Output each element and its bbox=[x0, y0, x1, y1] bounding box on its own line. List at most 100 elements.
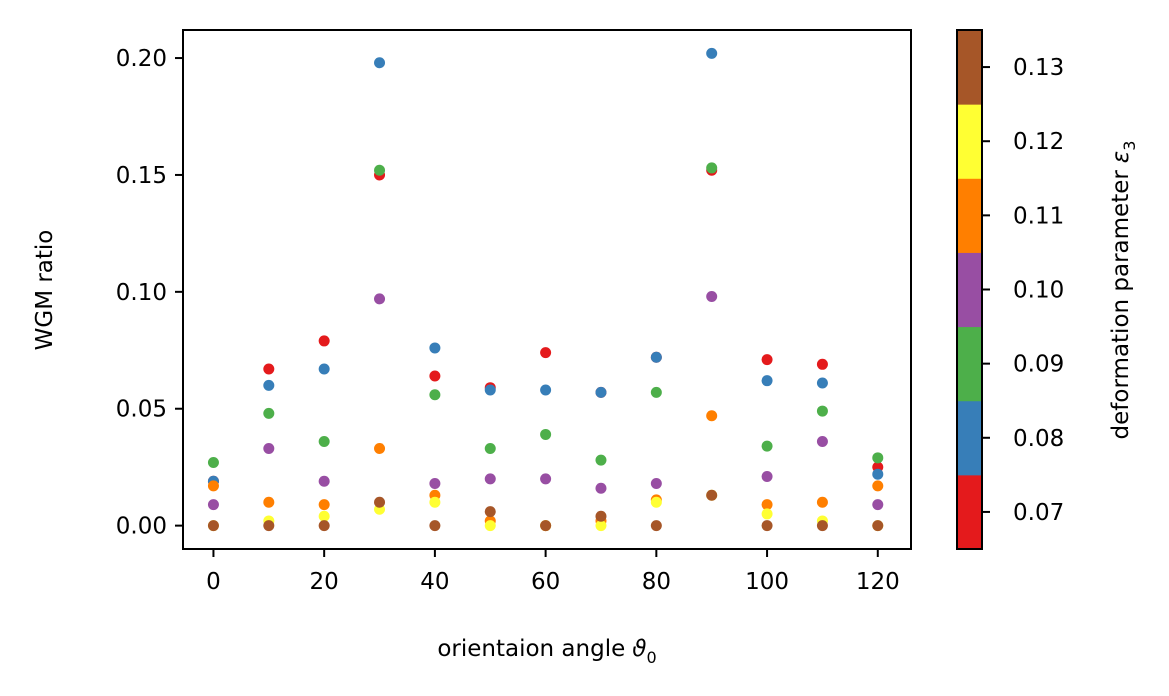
y-tick-label-1: 0.05 bbox=[116, 397, 167, 423]
colorbar-segment-0 bbox=[957, 474, 982, 550]
x-axis-title-subscript: 0 bbox=[646, 648, 656, 667]
data-point-s1-10 bbox=[761, 375, 773, 387]
data-point-s3-5 bbox=[484, 473, 496, 485]
colorbar-tick-label-6: 0.13 bbox=[1013, 55, 1064, 81]
data-point-s3-12 bbox=[872, 499, 884, 511]
data-point-s1-5 bbox=[484, 384, 496, 396]
x-axis-title: orientaion angle ϑ0 bbox=[437, 636, 656, 667]
data-point-s1-1 bbox=[263, 379, 275, 391]
data-point-s1-12 bbox=[872, 468, 884, 480]
data-point-s2-7 bbox=[595, 454, 607, 466]
data-point-s0-11 bbox=[816, 358, 828, 370]
data-point-s0-1 bbox=[263, 363, 275, 375]
colorbar-tick-label-1: 0.08 bbox=[1013, 426, 1064, 452]
data-point-s4-2 bbox=[318, 499, 330, 511]
colorbar-tick-label-4: 0.11 bbox=[1013, 203, 1064, 229]
x-tick-label-5: 100 bbox=[745, 569, 789, 595]
data-point-s3-10 bbox=[761, 471, 773, 483]
data-point-s6-11 bbox=[816, 520, 828, 532]
data-point-s3-3 bbox=[374, 293, 386, 305]
x-axis-title-text: orientaion angle bbox=[437, 636, 625, 662]
y-tick-label-3: 0.15 bbox=[116, 163, 167, 189]
y-tick-label-0: 0.00 bbox=[116, 514, 167, 540]
data-point-s5-7 bbox=[595, 520, 607, 532]
data-point-s4-9 bbox=[706, 410, 718, 422]
y-tick-label-4: 0.20 bbox=[116, 46, 167, 72]
data-point-s2-2 bbox=[318, 435, 330, 447]
data-point-s6-10 bbox=[761, 520, 773, 532]
data-point-s2-11 bbox=[816, 405, 828, 417]
colorbar-segment-2 bbox=[957, 326, 982, 402]
plot-area bbox=[182, 29, 912, 550]
data-point-s6-4 bbox=[429, 520, 441, 532]
data-point-s3-4 bbox=[429, 478, 441, 490]
data-point-s5-10 bbox=[761, 508, 773, 520]
colorbar-segment-5 bbox=[957, 104, 982, 179]
colorbar-tick-label-5: 0.12 bbox=[1013, 129, 1064, 155]
data-point-s2-9 bbox=[706, 162, 718, 174]
data-point-s4-10 bbox=[761, 499, 773, 511]
data-point-s6-5 bbox=[484, 506, 496, 518]
data-point-s3-7 bbox=[595, 482, 607, 494]
data-point-s2-1 bbox=[263, 407, 275, 419]
data-point-s5-2 bbox=[318, 510, 330, 522]
colorbar-title: deformation parameter ε3 bbox=[1108, 141, 1139, 440]
data-point-s1-6 bbox=[540, 384, 552, 396]
data-point-s5-5 bbox=[484, 520, 496, 532]
data-point-s4-1 bbox=[263, 496, 275, 508]
data-point-s6-3 bbox=[374, 496, 386, 508]
data-point-s0-6 bbox=[540, 347, 552, 359]
plot-frame bbox=[182, 29, 912, 550]
data-point-s3-9 bbox=[706, 291, 718, 303]
colorbar-segment-1 bbox=[957, 400, 982, 476]
data-point-s6-12 bbox=[872, 520, 884, 532]
data-point-s6-8 bbox=[650, 520, 662, 532]
data-point-s1-4 bbox=[429, 342, 441, 354]
colorbar-tick-label-0: 0.07 bbox=[1013, 500, 1064, 526]
data-point-s3-2 bbox=[318, 475, 330, 487]
data-point-s2-8 bbox=[650, 386, 662, 398]
data-point-s1-8 bbox=[650, 351, 662, 363]
colorbar-segment-3 bbox=[957, 252, 982, 328]
data-point-s3-11 bbox=[816, 435, 828, 447]
colorbar-tick-label-3: 0.10 bbox=[1013, 278, 1064, 304]
data-point-s2-0 bbox=[207, 457, 219, 468]
data-point-s6-7 bbox=[595, 510, 607, 522]
colorbar-title-subscript: 3 bbox=[1120, 141, 1139, 151]
y-axis: 0.00 0.05 0.10 0.15 0.20 bbox=[116, 46, 183, 540]
data-point-s2-10 bbox=[761, 440, 773, 452]
data-point-s3-6 bbox=[540, 473, 552, 485]
data-point-s4-3 bbox=[374, 442, 386, 454]
data-point-s6-6 bbox=[540, 520, 552, 532]
colorbar: 0.07 0.08 0.09 0.10 0.11 0.12 0.13 bbox=[956, 29, 1064, 550]
data-point-s2-6 bbox=[540, 428, 552, 440]
x-tick-label-2: 40 bbox=[420, 569, 449, 595]
data-point-s0-2 bbox=[318, 335, 330, 347]
data-point-s1-11 bbox=[816, 377, 828, 389]
data-point-s3-8 bbox=[650, 478, 662, 490]
data-point-s3-1 bbox=[263, 442, 275, 454]
x-tick-label-0: 0 bbox=[206, 569, 221, 595]
data-point-s1-7 bbox=[595, 386, 607, 398]
data-point-s3-0 bbox=[207, 499, 219, 511]
data-point-s6-0 bbox=[207, 520, 219, 532]
data-point-s2-5 bbox=[484, 442, 496, 454]
colorbar-title-symbol: ε bbox=[1108, 151, 1134, 163]
data-point-s6-9 bbox=[706, 489, 718, 501]
data-point-s1-9 bbox=[706, 47, 718, 59]
y-tick-label-2: 0.10 bbox=[116, 280, 167, 306]
data-point-s2-12 bbox=[872, 452, 884, 464]
x-tick-label-4: 80 bbox=[642, 569, 671, 595]
colorbar-segment-4 bbox=[957, 178, 982, 253]
x-axis-title-symbol: ϑ bbox=[632, 636, 646, 662]
data-point-s4-0 bbox=[207, 480, 219, 492]
data-point-s2-4 bbox=[429, 389, 441, 401]
data-point-s6-2 bbox=[318, 520, 330, 532]
data-point-s0-10 bbox=[761, 354, 773, 366]
x-tick-label-1: 20 bbox=[310, 569, 339, 595]
data-point-s2-3 bbox=[374, 164, 386, 176]
data-point-s5-4 bbox=[429, 496, 441, 508]
data-point-s5-8 bbox=[650, 496, 662, 508]
x-tick-label-6: 120 bbox=[856, 569, 900, 595]
